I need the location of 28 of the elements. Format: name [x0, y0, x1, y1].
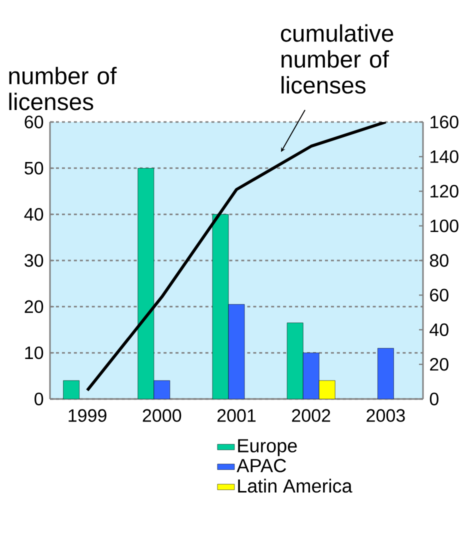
y-axis-title: number of licenses	[9, 66, 117, 110]
bar	[378, 348, 394, 399]
x-tick-label: 1999	[68, 409, 106, 422]
y-tick-label: 50	[24, 162, 44, 175]
y-tick-label: 60	[24, 116, 44, 128]
y2-tick-label: 140	[430, 150, 458, 163]
x-tick-label: 2001	[217, 409, 256, 422]
y2-tick-label: 60	[430, 288, 448, 302]
y2-tick-label: 20	[430, 358, 448, 371]
legend-label: Europe	[238, 439, 297, 456]
y2-tick-label: 160	[430, 116, 458, 128]
y2-tick-label: 0	[430, 392, 438, 406]
x-tick-label: 2002	[292, 409, 330, 422]
x-tick-label: 2000	[142, 409, 182, 422]
bar	[63, 380, 80, 399]
y2-tick-label: 80	[430, 254, 448, 267]
y2-tick-label: 100	[430, 220, 458, 232]
x-tick-label: 2003	[366, 409, 405, 422]
y-tick-label: 0	[34, 392, 44, 406]
y2-tick-label: 120	[430, 184, 458, 198]
y-tick-label: 30	[24, 254, 44, 267]
legend-label: Latin America	[238, 478, 352, 493]
legend-label: APAC	[236, 458, 286, 472]
y-tick-label: 10	[25, 346, 44, 360]
y2-axis-title: cumulative number of licenses	[280, 24, 394, 94]
y2-tick-label: 40	[430, 323, 448, 336]
y-tick-label: 20	[24, 300, 44, 314]
y-tick-label: 40	[24, 208, 44, 221]
